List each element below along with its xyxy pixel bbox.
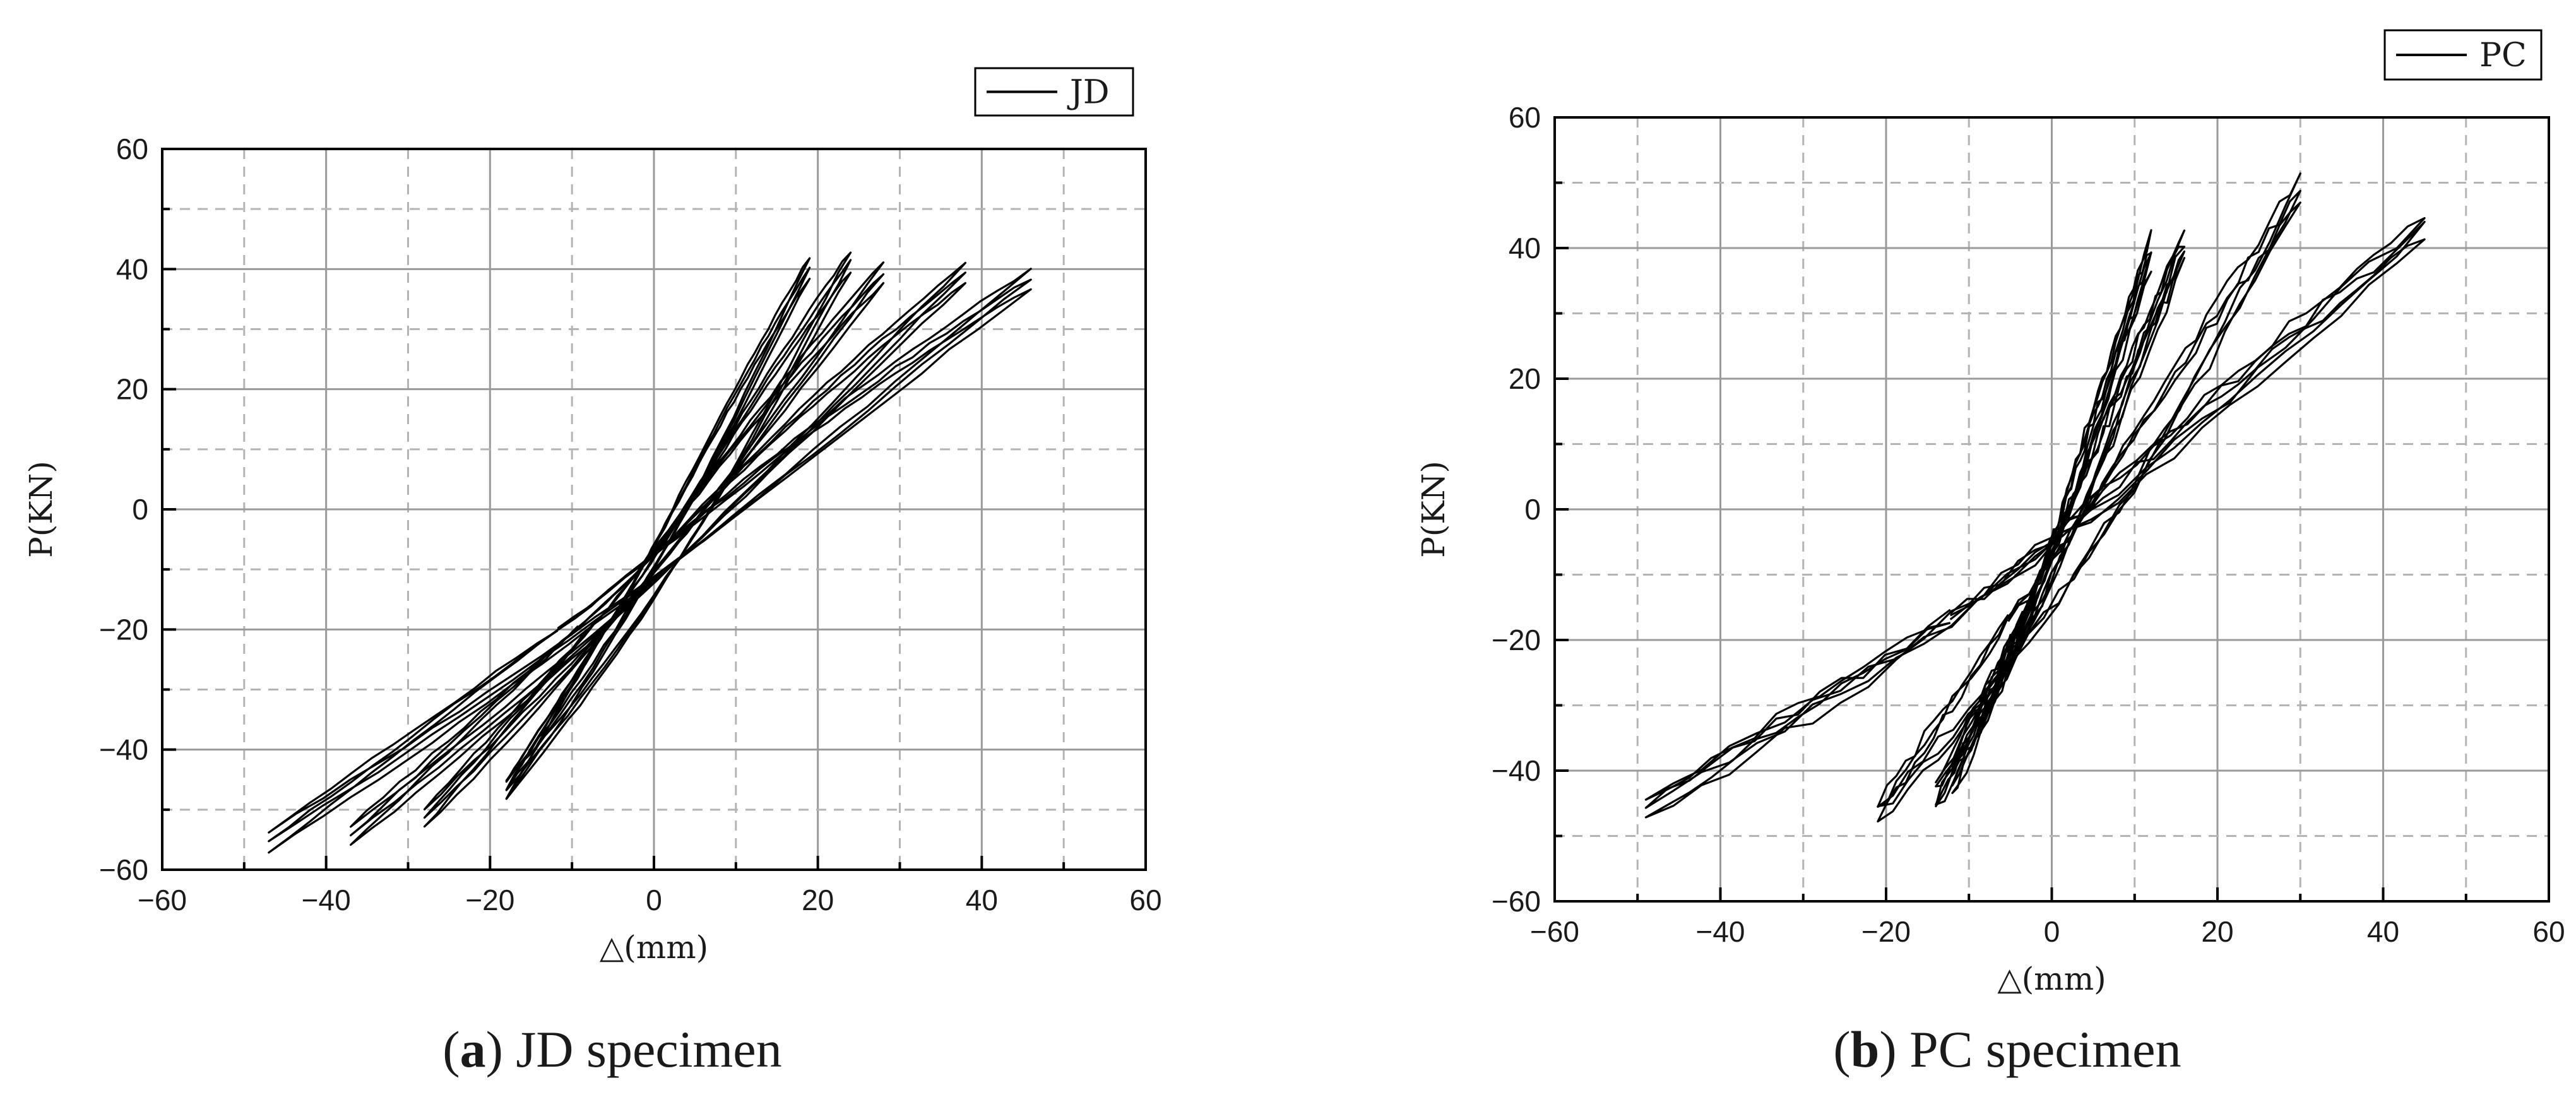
y-tick-label: −40 <box>1492 754 1541 787</box>
legend-label: PC <box>2479 37 2527 74</box>
y-tick-label: 20 <box>1509 362 1541 395</box>
caption-letter: a <box>460 1021 486 1078</box>
x-tick-label: 0 <box>646 884 662 916</box>
tick-marks-b <box>1553 116 2550 903</box>
y-axis-label: P(KN) <box>1415 461 1452 558</box>
y-tick-label: −40 <box>99 733 148 766</box>
hysteresis-loop <box>1877 189 2301 808</box>
x-tick-label: 60 <box>1129 884 1161 916</box>
grid-a <box>162 149 1146 870</box>
x-tick-label: −20 <box>1861 915 1911 948</box>
legend-a: JD <box>974 67 1134 117</box>
legend-label: JD <box>1067 74 1110 112</box>
y-axis-label: P(KN) <box>23 461 59 558</box>
hysteresis-curves-b <box>1644 172 2426 823</box>
hysteresis-loop <box>1644 220 2426 809</box>
y-tick-label: 60 <box>116 133 148 165</box>
x-tick-label: −40 <box>1695 915 1745 948</box>
tick-marks-a <box>161 148 1147 871</box>
hysteresis-loop <box>1644 238 2426 801</box>
hysteresis-loop <box>505 257 811 800</box>
caption-text: ) PC specimen <box>1879 1021 2181 1078</box>
hysteresis-loop <box>423 281 885 810</box>
hysteresis-loop <box>423 273 885 819</box>
hysteresis-loop <box>350 261 966 846</box>
x-tick-label: 40 <box>2367 915 2399 948</box>
y-tick-label: 40 <box>1509 232 1541 264</box>
y-tick-label: −20 <box>99 613 148 646</box>
x-tick-label: −60 <box>138 884 187 916</box>
x-tick-label: 0 <box>2044 915 2060 948</box>
y-tick-label: 20 <box>116 373 148 406</box>
caption-text: ) JD specimen <box>486 1021 782 1078</box>
caption-letter: b <box>1851 1021 1880 1078</box>
y-tick-label: 40 <box>116 252 148 285</box>
chart-panel-a: −60 −40 −20 0 20 40 60 60 40 20 0 −20 −4… <box>23 67 1162 1078</box>
legend-b: PC <box>2383 29 2543 81</box>
x-tick-label: 60 <box>2532 915 2565 948</box>
x-tick-label: 20 <box>2201 915 2233 948</box>
x-tick-label: −60 <box>1530 915 1579 948</box>
y-tick-label: −60 <box>1492 885 1541 918</box>
y-tick-label: 0 <box>132 493 148 526</box>
figure-caption-b: (b) PC specimen <box>1833 1021 2181 1078</box>
hysteresis-loop <box>423 261 885 828</box>
y-tick-label: 0 <box>1524 493 1541 526</box>
x-tick-label: −40 <box>302 884 351 916</box>
hysteresis-loop <box>268 278 1032 843</box>
y-tick-label: 60 <box>1509 101 1541 134</box>
x-axis-label: △(mm) <box>1997 961 2106 997</box>
chart-panel-b: −60 −40 −20 0 20 40 60 60 40 20 0 −20 −4… <box>1415 29 2565 1078</box>
hysteresis-curves-a <box>268 251 1032 854</box>
x-tick-label: 40 <box>966 884 998 916</box>
y-tick-label: −60 <box>99 853 148 886</box>
hysteresis-loop <box>350 281 966 828</box>
y-tick-label: −20 <box>1492 624 1541 656</box>
hysteresis-loop <box>1935 257 2186 784</box>
x-tick-label: 20 <box>802 884 834 916</box>
hysteresis-loop <box>1644 216 2426 819</box>
x-tick-label: −20 <box>465 884 514 916</box>
hysteresis-loop <box>268 268 1032 854</box>
hysteresis-loop <box>1877 201 2301 808</box>
hysteresis-loop <box>268 288 1032 834</box>
figure-caption-a: (a) JD specimen <box>442 1021 781 1078</box>
hysteresis-loop <box>350 271 966 837</box>
hysteresis-loop <box>505 271 852 782</box>
x-axis-label: △(mm) <box>600 929 708 966</box>
